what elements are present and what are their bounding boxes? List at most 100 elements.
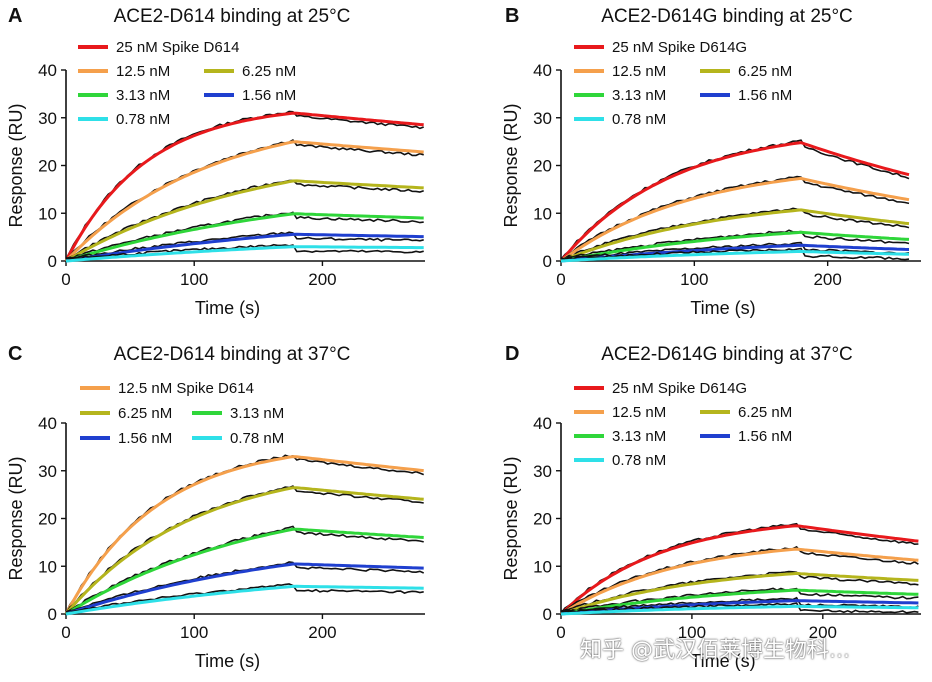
raw-data-trace [65,179,424,260]
fit-curve-series [64,140,424,263]
x-tick-label: 0 [61,623,70,642]
fit-curve-series [65,584,424,616]
legend-label: 0.78 nM [612,111,666,128]
fit-curve-series [65,562,424,616]
raw-data-trace [560,139,910,260]
y-tick-label: 40 [38,61,57,80]
y-tick-label: 10 [533,557,552,576]
legend-label: 3.13 nM [230,405,284,422]
x-tick-label: 0 [556,270,565,289]
raw-data-trace [65,525,424,614]
x-axis-label: Time (s) [690,651,755,671]
legend-label: 25 nM Spike D614G [612,39,747,56]
chart-panel-c: C ACE2-D614 binding at 37°C 0 10 20 30 40 0 100 2… [6,343,425,671]
fit-curve-series [65,232,424,263]
legend-label: 1.56 nM [118,430,172,447]
y-tick-label: 30 [533,109,552,128]
fit-curve-series [560,604,919,616]
chart-title: ACE2-D614G binding at 25°C [601,6,853,27]
y-tick-label: 0 [48,605,57,624]
raw-data-trace [560,602,919,614]
y-tick-label: 20 [38,157,57,176]
chart-title: ACE2-D614 binding at 37°C [114,344,351,365]
y-tick-label: 0 [543,605,552,624]
raw-data-trace [65,231,424,260]
y-tick-label: 10 [38,204,57,223]
y-tick-label: 30 [533,462,552,481]
y-axis-label: Response (RU) [501,456,521,580]
fit-curve-series [559,524,919,616]
y-tick-label: 30 [38,462,57,481]
chart-panel-d: D ACE2-D614G binding at 37°C 0 10 20 30 40 0 100… [501,343,921,671]
x-axis-label: Time (s) [195,651,260,671]
y-axis-label: Response (RU) [501,103,521,227]
x-tick-label: 0 [556,623,565,642]
raw-data-trace [66,211,424,260]
legend-label: 12.5 nM [612,404,666,421]
legend-label: 3.13 nM [612,87,666,104]
fit-curve-series [560,230,910,263]
legend-label: 0.78 nM [116,111,170,128]
fit-curve-series [64,455,424,615]
watermark-text: 知乎 @武汉佰莱博生物科... [580,638,850,663]
x-tick-label: 200 [308,270,336,289]
panel-letter: C [8,343,22,365]
legend-label: 0.78 nM [612,452,666,469]
legend-label: 3.13 nM [116,87,170,104]
legend-label: 6.25 nM [242,63,296,80]
y-tick-label: 20 [533,157,552,176]
panel-letter: D [505,343,519,365]
x-tick-label: 200 [809,623,837,642]
x-axis-label: Time (s) [690,298,755,318]
legend-label: 1.56 nM [242,87,296,104]
x-tick-label: 0 [61,270,70,289]
y-tick-label: 20 [38,510,57,529]
y-axis-label: Response (RU) [6,456,26,580]
legend-label: 6.25 nM [738,404,792,421]
fit-curve-series [560,208,910,263]
legend-label: 1.56 nM [738,87,792,104]
fit-curve-series [65,245,424,263]
chart-title: ACE2-D614G binding at 37°C [601,344,853,365]
panel-letter: A [8,5,22,27]
legend-label: 3.13 nM [612,428,666,445]
fit-curve-series [64,486,424,615]
x-tick-label: 200 [813,270,841,289]
y-tick-label: 10 [533,204,552,223]
chart-title: ACE2-D614 binding at 25°C [114,6,351,27]
x-tick-label: 100 [680,270,708,289]
fit-curve-series [65,212,424,263]
raw-data-trace [65,485,424,614]
raw-data-trace [560,229,910,260]
y-tick-label: 10 [38,557,57,576]
y-tick-label: 30 [38,109,57,128]
fit-curve-series [65,179,424,263]
fit-curve-series [560,588,919,616]
legend-label: 12.5 nM [612,63,666,80]
raw-data-trace [65,138,424,261]
x-axis-label: Time (s) [195,298,260,318]
legend-label: 0.78 nM [230,430,284,447]
y-tick-label: 40 [533,414,552,433]
y-tick-label: 40 [38,414,57,433]
chart-panel-b: B ACE2-D614G binding at 25°C 0 10 20 30 40 0 100… [501,5,921,318]
y-axis-label: Response (RU) [6,103,26,227]
y-tick-label: 0 [543,252,552,271]
x-tick-label: 100 [180,270,208,289]
legend-label: 25 nM Spike D614 [116,39,239,56]
raw-data-trace [560,247,910,261]
fit-curve-series [65,527,424,616]
legend-label: 25 nM Spike D614G [612,380,747,397]
legend-label: 12.5 nM [116,63,170,80]
raw-data-trace [65,243,424,260]
legend-label: 6.25 nM [738,63,792,80]
legend-label: 6.25 nM [118,405,172,422]
fit-curve-series [560,176,910,263]
chart-panel-a: A ACE2-D614 binding at 25°C 0 10 20 30 40 0 100 2… [6,5,425,318]
legend-label: 1.56 nM [738,428,792,445]
y-tick-label: 0 [48,252,57,271]
legend-label: 12.5 nM Spike D614 [118,380,254,397]
x-tick-label: 100 [180,623,208,642]
fit-curve-series [64,111,424,262]
